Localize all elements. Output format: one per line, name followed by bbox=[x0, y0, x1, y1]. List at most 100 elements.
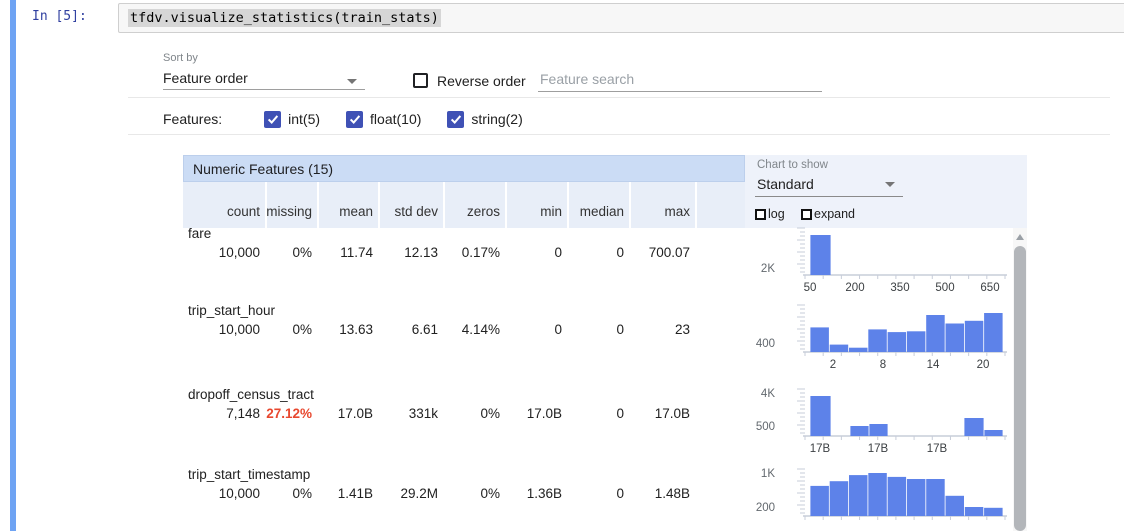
scrollbar-thumb[interactable] bbox=[1014, 246, 1026, 531]
stat-zeros: 0% bbox=[480, 486, 500, 501]
svg-text:500: 500 bbox=[935, 282, 954, 294]
stat-std-dev: 331k bbox=[408, 406, 438, 421]
check-icon bbox=[450, 115, 462, 124]
svg-text:14: 14 bbox=[927, 359, 940, 371]
stat-zeros: 0.17% bbox=[461, 245, 500, 260]
feature-row-dropoff_census_tract: dropoff_census_tract 7,148 27.12% 17.0B 331k… bbox=[183, 387, 745, 465]
svg-text:2: 2 bbox=[830, 359, 836, 371]
check-icon bbox=[349, 115, 360, 124]
feature-row-fare: fare 10,000 0% 11.74 12.13 0.17% 0 0 700.07 bbox=[183, 226, 745, 304]
histogram-svg-trip_start_timestamp: 1K 200 bbox=[756, 468, 1007, 520]
sort-by-label: Sort by bbox=[163, 52, 198, 64]
stat-mean: 13.63 bbox=[339, 322, 373, 337]
histogram-trip_start_timestamp: 1K 200 bbox=[745, 467, 1017, 531]
svg-text:200: 200 bbox=[845, 282, 864, 294]
sort-by-dropdown[interactable]: Feature order bbox=[163, 70, 248, 86]
stat-std-dev: 6.61 bbox=[411, 322, 438, 337]
chart-controls-panel: Chart to show Standard log expand bbox=[745, 155, 1027, 228]
svg-text:1K: 1K bbox=[761, 468, 775, 480]
chevron-down-icon[interactable] bbox=[885, 182, 895, 187]
svg-text:17B: 17B bbox=[927, 443, 948, 455]
stat-std-dev: 29.2M bbox=[400, 486, 438, 501]
stat-mean: 11.74 bbox=[340, 245, 373, 260]
stat-count: 10,000 bbox=[218, 245, 260, 260]
column-header-max: max bbox=[629, 182, 695, 228]
svg-text:20: 20 bbox=[977, 359, 990, 371]
histogram-fare: 2K 50 200 350 500 650 bbox=[745, 226, 1017, 306]
histogram-svg-trip_start_hour: 400 2 8 14 20 bbox=[756, 304, 1007, 371]
stat-zeros: 0% bbox=[480, 406, 500, 421]
stat-max: 17.0B bbox=[654, 406, 690, 421]
stat-min: 0 bbox=[554, 245, 562, 260]
chart-to-show-label: Chart to show bbox=[757, 159, 828, 171]
svg-text:2K: 2K bbox=[761, 263, 775, 275]
column-header-std-dev: std dev bbox=[378, 182, 443, 228]
stat-median: 0 bbox=[616, 406, 624, 421]
column-header-mean: mean bbox=[317, 182, 378, 228]
table-header-row: count missing mean std dev zeros min median max bbox=[183, 182, 745, 228]
feature-stats-line: 10,000 0% 13.63 6.61 4.14% 0 0 23 bbox=[183, 322, 745, 337]
histogram-svg-fare: 2K 50 200 350 500 650 bbox=[761, 227, 1007, 294]
stat-missing: 27.12% bbox=[266, 406, 312, 421]
stat-count: 10,000 bbox=[218, 486, 260, 501]
vertical-scrollbar[interactable] bbox=[1013, 228, 1027, 531]
feature-type-item-float10: float(10) bbox=[346, 110, 422, 128]
log-label: log bbox=[768, 207, 785, 221]
histogram-dropoff_census_tract: 4K 500 17B 17B 17B bbox=[745, 387, 1017, 467]
column-header-min: min bbox=[505, 182, 567, 228]
table-title: Numeric Features (15) bbox=[193, 160, 334, 177]
svg-text:17B: 17B bbox=[810, 443, 831, 455]
divider bbox=[128, 134, 1110, 135]
selected-cell-indicator-bar[interactable] bbox=[10, 0, 16, 531]
svg-text:400: 400 bbox=[756, 338, 775, 350]
stat-missing: 0% bbox=[292, 322, 312, 337]
feature-stats-line: 7,148 27.12% 17.0B 331k 0% 17.0B 0 17.0B bbox=[183, 406, 745, 421]
table-title-bar: Numeric Features (15) bbox=[183, 155, 745, 182]
stat-mean: 1.41B bbox=[337, 486, 373, 501]
column-header-spacer bbox=[695, 182, 745, 228]
scroll-up-arrow-icon[interactable] bbox=[1016, 234, 1024, 240]
feature-type-filter-row: Features: int(5) float(10) string(2) bbox=[163, 106, 549, 132]
stat-count: 10,000 bbox=[218, 322, 260, 337]
feature-type-label: float(10) bbox=[370, 111, 422, 127]
feature-stats-line: 10,000 0% 11.74 12.13 0.17% 0 0 700.07 bbox=[183, 245, 745, 260]
chart-type-dropdown[interactable]: Standard bbox=[757, 176, 814, 192]
histogram-trip_start_hour: 400 2 8 14 20 bbox=[745, 303, 1017, 383]
histogram-svg-dropoff_census_tract: 4K 500 17B 17B 17B bbox=[756, 388, 1007, 455]
search-input[interactable] bbox=[538, 66, 822, 92]
reverse-order-checkbox[interactable] bbox=[413, 73, 428, 88]
feature-type-checkbox[interactable] bbox=[264, 110, 282, 128]
divider bbox=[128, 97, 1110, 98]
expand-checkbox[interactable] bbox=[801, 209, 812, 220]
svg-text:17B: 17B bbox=[868, 443, 889, 455]
feature-type-label: int(5) bbox=[288, 111, 321, 127]
feature-name: trip_start_hour bbox=[188, 303, 276, 318]
svg-text:200: 200 bbox=[756, 502, 775, 514]
chart-type-underline bbox=[755, 196, 903, 197]
features-label: Features: bbox=[163, 111, 223, 127]
code-cell-input[interactable]: tfdv.visualize_statistics(train_stats) bbox=[118, 3, 1124, 33]
stat-median: 0 bbox=[616, 322, 624, 337]
expand-label: expand bbox=[814, 207, 856, 221]
column-header-count: count bbox=[226, 204, 260, 219]
stat-max: 1.48B bbox=[654, 486, 690, 501]
svg-text:650: 650 bbox=[980, 282, 999, 294]
log-checkbox[interactable] bbox=[755, 209, 766, 220]
chevron-down-icon[interactable] bbox=[347, 79, 357, 84]
svg-text:500: 500 bbox=[756, 421, 775, 433]
feature-type-checkbox[interactable] bbox=[447, 110, 465, 128]
feature-name: trip_start_timestamp bbox=[188, 467, 311, 482]
stat-missing: 0% bbox=[292, 486, 312, 501]
feature-row-trip_start_timestamp: trip_start_timestamp 10,000 0% 1.41B 29.2M 0%… bbox=[183, 467, 745, 531]
cell-prompt: In [5]: bbox=[32, 9, 87, 24]
check-icon bbox=[267, 115, 278, 124]
stat-zeros: 4.14% bbox=[461, 322, 500, 337]
stat-max: 23 bbox=[674, 322, 690, 337]
stat-mean: 17.0B bbox=[337, 406, 373, 421]
feature-name: fare bbox=[188, 226, 212, 241]
feature-type-checkbox[interactable] bbox=[346, 110, 364, 128]
stat-count: 7,148 bbox=[226, 406, 260, 421]
feature-name: dropoff_census_tract bbox=[188, 387, 314, 402]
code-text: tfdv.visualize_statistics(train_stats) bbox=[128, 9, 441, 27]
